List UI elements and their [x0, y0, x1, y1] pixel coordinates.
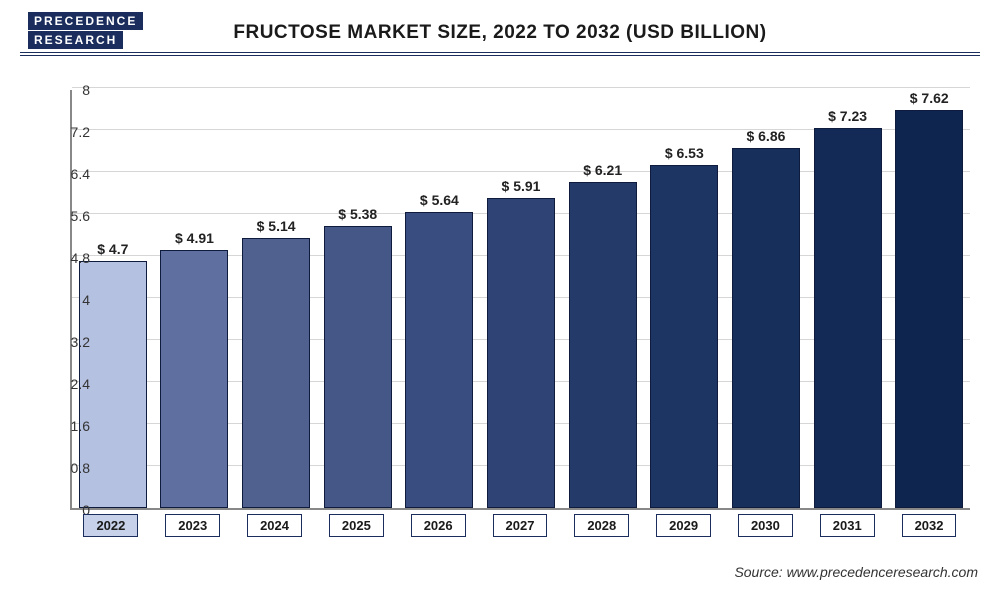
- bar-slot: $ 6.53: [643, 90, 725, 508]
- title-divider: [20, 52, 980, 56]
- plot-area: $ 4.7 $ 4.91 $ 5.14 $ 5.38 $ 5.64 $ 5.91 $ 6.2…: [70, 90, 970, 510]
- x-category-label: 2032: [902, 514, 957, 537]
- y-tick-label: 6.4: [40, 166, 90, 182]
- chart-container: PRECEDENCE RESEARCH FRUCTOSE MARKET SIZE…: [0, 0, 1000, 592]
- x-label-slot: 2024: [234, 514, 316, 537]
- bar-value-label: $ 6.53: [665, 145, 704, 161]
- bar: [324, 226, 392, 508]
- y-tick-label: 1.6: [40, 418, 90, 434]
- x-category-label: 2030: [738, 514, 793, 537]
- bar-slot: $ 4.91: [154, 90, 236, 508]
- y-tick-label: 2.4: [40, 376, 90, 392]
- x-label-slot: 2026: [397, 514, 479, 537]
- bar-slot: $ 7.62: [888, 90, 970, 508]
- x-axis-labels: 2022 2023 2024 2025 2026 2027 2028 2029 2030 2031…: [70, 514, 970, 537]
- bar-value-label: $ 4.91: [175, 230, 214, 246]
- x-category-label: 2026: [411, 514, 466, 537]
- y-tick-label: 7.2: [40, 124, 90, 140]
- bar: [732, 148, 800, 508]
- x-category-label: 2029: [656, 514, 711, 537]
- bar-slot: $ 6.21: [562, 90, 644, 508]
- bar: [814, 128, 882, 508]
- bar-slot: $ 5.14: [235, 90, 317, 508]
- bar-value-label: $ 5.64: [420, 192, 459, 208]
- chart-title: FRUCTOSE MARKET SIZE, 2022 TO 2032 (USD …: [0, 22, 1000, 44]
- gridline: [72, 87, 970, 88]
- bar-slot: $ 5.64: [399, 90, 481, 508]
- x-category-label: 2025: [329, 514, 384, 537]
- y-tick-label: 8: [40, 82, 90, 98]
- bar-value-label: $ 7.23: [828, 108, 867, 124]
- y-tick-label: 0.8: [40, 460, 90, 476]
- bar: [160, 250, 228, 508]
- x-category-label: 2027: [493, 514, 548, 537]
- bar-value-label: $ 5.14: [257, 218, 296, 234]
- bar-value-label: $ 6.21: [583, 162, 622, 178]
- bar-value-label: $ 7.62: [910, 90, 949, 106]
- x-category-label: 2022: [83, 514, 138, 537]
- y-tick-label: 4: [40, 292, 90, 308]
- bar-slot: $ 6.86: [725, 90, 807, 508]
- x-category-label: 2023: [165, 514, 220, 537]
- bar: [895, 110, 963, 508]
- x-label-slot: 2025: [315, 514, 397, 537]
- x-label-slot: 2030: [725, 514, 807, 537]
- bar-slot: $ 7.23: [807, 90, 889, 508]
- bar-value-label: $ 5.38: [338, 206, 377, 222]
- y-tick-label: 5.6: [40, 208, 90, 224]
- x-label-slot: 2022: [70, 514, 152, 537]
- bar-slot: $ 5.38: [317, 90, 399, 508]
- x-label-slot: 2032: [888, 514, 970, 537]
- x-label-slot: 2029: [643, 514, 725, 537]
- bar: [487, 198, 555, 508]
- bar: [650, 165, 718, 508]
- y-tick-label: 3.2: [40, 334, 90, 350]
- bar: [242, 238, 310, 508]
- bar-value-label: $ 6.86: [746, 128, 785, 144]
- x-label-slot: 2023: [152, 514, 234, 537]
- bar-value-label: $ 5.91: [502, 178, 541, 194]
- x-category-label: 2031: [820, 514, 875, 537]
- bar-value-label: $ 4.7: [97, 241, 128, 257]
- x-label-slot: 2027: [479, 514, 561, 537]
- x-category-label: 2028: [574, 514, 629, 537]
- bars-row: $ 4.7 $ 4.91 $ 5.14 $ 5.38 $ 5.64 $ 5.91 $ 6.2…: [72, 90, 970, 508]
- source-label: Source: www.precedenceresearch.com: [734, 564, 978, 580]
- x-label-slot: 2031: [806, 514, 888, 537]
- y-tick-label: 4.8: [40, 250, 90, 266]
- x-label-slot: 2028: [561, 514, 643, 537]
- bar: [569, 182, 637, 508]
- x-category-label: 2024: [247, 514, 302, 537]
- bar-slot: $ 5.91: [480, 90, 562, 508]
- bar: [405, 212, 473, 508]
